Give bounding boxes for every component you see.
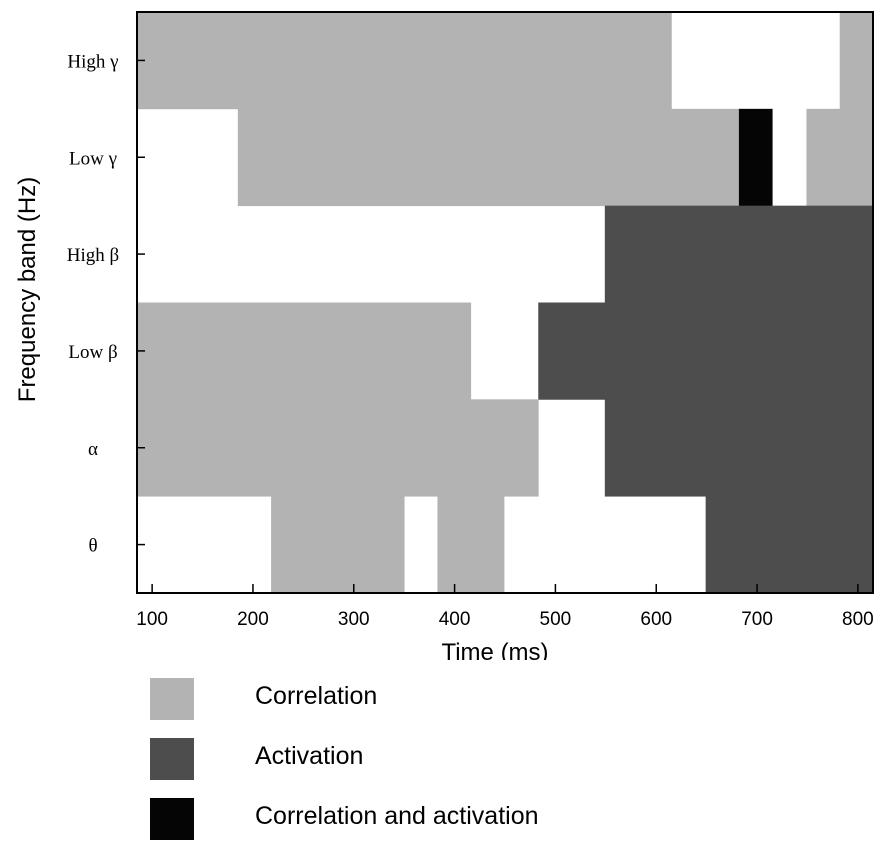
legend-swatch-correlation-and-activation [150, 798, 194, 840]
x-tick-label-400: 400 [439, 609, 471, 630]
segments-layer [137, 12, 874, 594]
legend-label-correlation: Correlation [255, 682, 378, 710]
y-tick-label-1: Low γ [69, 148, 117, 169]
x-tick-label-300: 300 [338, 609, 370, 630]
segment-correlation-11 [437, 496, 505, 594]
x-tick-label-100: 100 [136, 609, 168, 630]
legend-label-correlation-and-activation: Correlation and activation [255, 802, 539, 830]
y-tick-label-0: High γ [67, 51, 118, 72]
x-tick-label-700: 700 [741, 609, 773, 630]
y-axis-title: Frequency band (Hz) [14, 177, 41, 402]
segment-both-3 [738, 108, 773, 207]
x-tick-label-800: 800 [842, 609, 874, 630]
segment-activation-12 [705, 496, 874, 594]
x-tick-label-600: 600 [640, 609, 672, 630]
legend-swatch-activation [150, 738, 194, 780]
x-tick-label-500: 500 [540, 609, 572, 630]
segment-correlation-8 [137, 399, 539, 497]
segment-correlation-6 [137, 302, 472, 400]
x-axis-title: Time (ms) [441, 639, 548, 660]
plot-frame [136, 11, 874, 594]
y-tick-label-3: Low β [68, 342, 117, 363]
y-tick-label-4: α [88, 439, 98, 460]
segment-correlation-10 [271, 496, 405, 594]
segment-activation-9 [604, 399, 874, 497]
y-tick-label-2: High β [67, 245, 119, 266]
segment-correlation-2 [237, 108, 740, 207]
legend-label-activation: Activation [255, 742, 364, 770]
segment-correlation-0 [137, 12, 672, 110]
legend-swatch-correlation [150, 678, 194, 720]
segment-activation-7 [538, 302, 874, 400]
y-tick-label-5: θ [88, 536, 97, 557]
segment-activation-5 [604, 205, 874, 303]
x-tick-label-200: 200 [237, 609, 269, 630]
segment-correlation-1 [839, 12, 874, 110]
ticks-layer: 100 200 300 400 500 600 700 800 High γ Low γ High … [67, 51, 874, 630]
segment-correlation-4 [806, 108, 874, 207]
band-time-chart: 100 200 300 400 500 600 700 800 High γ Low γ High … [14, 11, 874, 660]
